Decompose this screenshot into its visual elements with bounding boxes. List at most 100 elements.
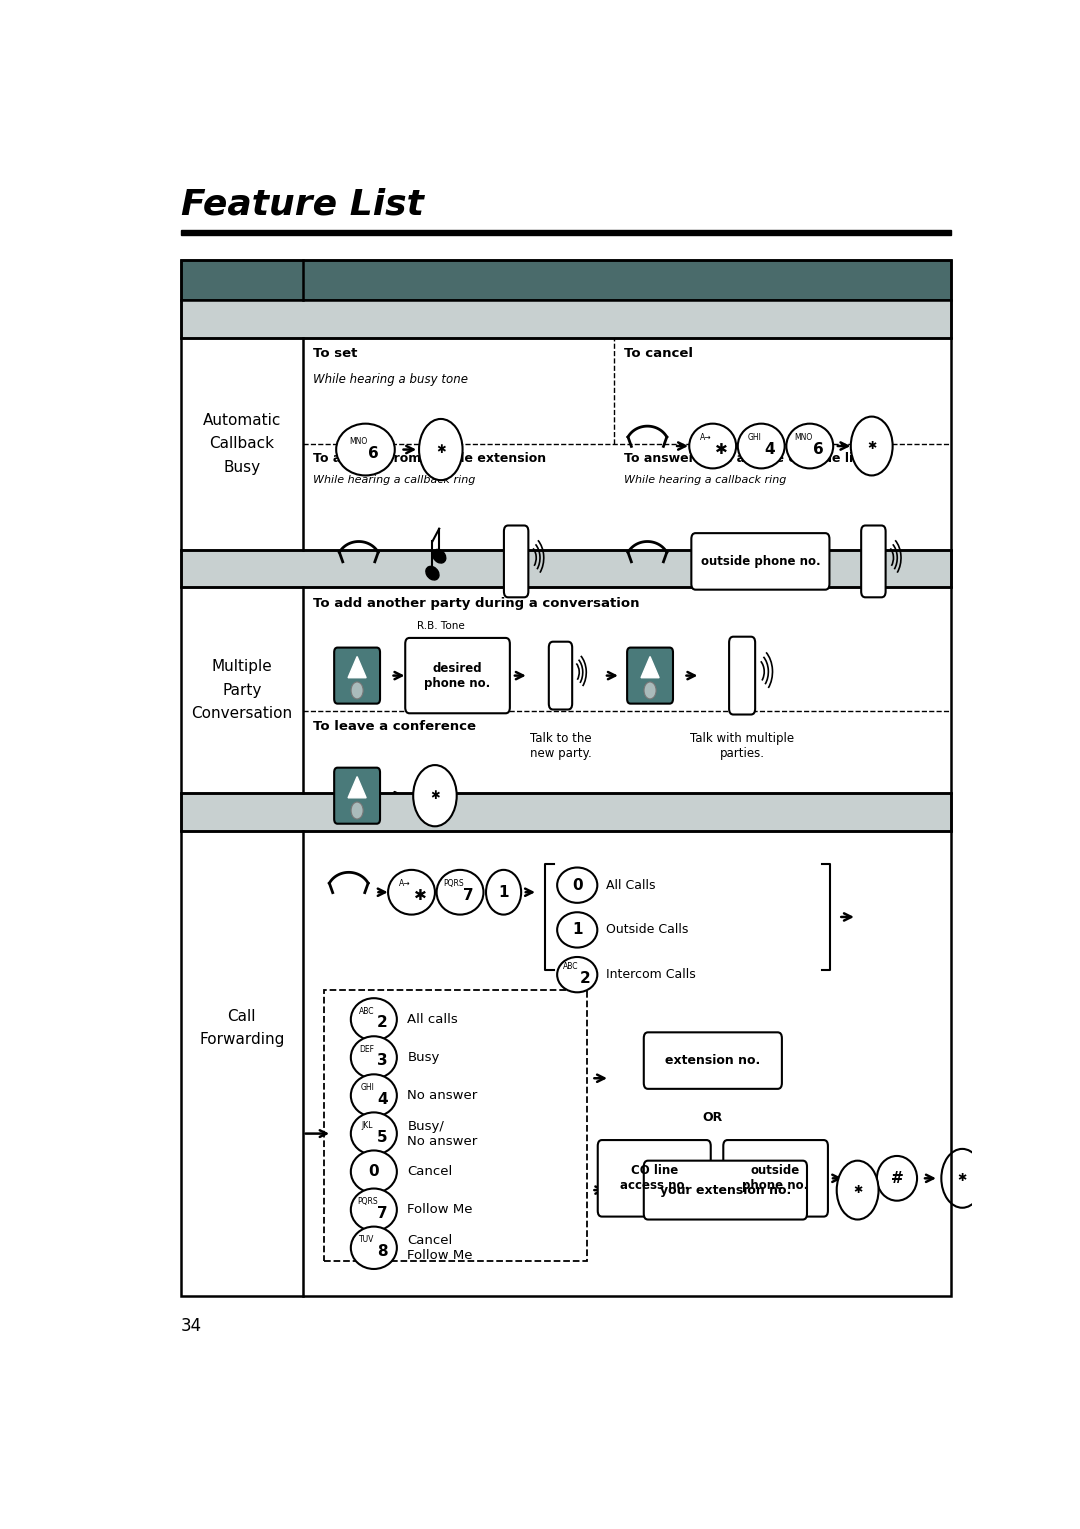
Text: 6: 6 <box>368 445 379 460</box>
FancyBboxPatch shape <box>334 648 380 703</box>
Circle shape <box>351 803 363 820</box>
Text: Intercom Calls: Intercom Calls <box>606 968 696 982</box>
Text: 5: 5 <box>377 1130 388 1145</box>
Text: DEF: DEF <box>360 1044 375 1053</box>
Text: ABC: ABC <box>360 1006 375 1015</box>
Text: desired
phone no.: desired phone no. <box>424 662 490 690</box>
Ellipse shape <box>336 424 395 476</box>
Text: MNO: MNO <box>350 437 368 446</box>
Text: 1: 1 <box>498 885 509 899</box>
Text: To cancel: To cancel <box>624 347 693 361</box>
Text: Useful Features: Useful Features <box>486 803 646 821</box>
Text: Multiple
Party
Conversation: Multiple Party Conversation <box>191 659 293 722</box>
Text: 3: 3 <box>377 1053 388 1069</box>
Polygon shape <box>866 534 881 590</box>
Text: To set: To set <box>313 347 357 361</box>
Text: ✱: ✱ <box>715 442 728 457</box>
Text: 2: 2 <box>377 1015 388 1031</box>
FancyBboxPatch shape <box>724 1141 828 1217</box>
Circle shape <box>419 419 462 480</box>
Polygon shape <box>733 645 751 706</box>
Text: extension no.: extension no. <box>665 1053 760 1067</box>
Text: your extension no.: your extension no. <box>660 1183 791 1197</box>
Ellipse shape <box>351 1037 396 1078</box>
Text: ✱: ✱ <box>414 888 427 904</box>
Text: 7: 7 <box>377 1206 388 1220</box>
Ellipse shape <box>351 1150 396 1193</box>
Text: All calls: All calls <box>407 1012 458 1026</box>
FancyBboxPatch shape <box>691 534 829 590</box>
Text: ✱: ✱ <box>958 1173 967 1183</box>
Text: JKL: JKL <box>362 1121 373 1130</box>
Text: R.B. Tone: R.B. Tone <box>417 621 464 631</box>
FancyBboxPatch shape <box>861 526 886 598</box>
Polygon shape <box>642 656 659 677</box>
Ellipse shape <box>738 424 785 468</box>
Circle shape <box>837 1161 878 1220</box>
FancyBboxPatch shape <box>729 636 755 714</box>
Text: During a Conversation: During a Conversation <box>453 560 679 578</box>
Text: #: # <box>891 1171 903 1187</box>
Ellipse shape <box>786 424 833 468</box>
FancyBboxPatch shape <box>644 1161 807 1220</box>
Text: ✱: ✱ <box>867 440 876 451</box>
Ellipse shape <box>351 998 396 1041</box>
Text: To answer from an idle extension: To answer from an idle extension <box>313 453 545 465</box>
Text: While hearing a callback ring: While hearing a callback ring <box>313 476 475 486</box>
Text: To leave a conference: To leave a conference <box>313 720 476 734</box>
Polygon shape <box>509 534 524 590</box>
FancyBboxPatch shape <box>334 768 380 824</box>
Circle shape <box>351 682 363 699</box>
Text: Outside Calls: Outside Calls <box>606 924 688 936</box>
Text: 0: 0 <box>368 1164 379 1179</box>
Ellipse shape <box>351 1075 396 1116</box>
Text: ✱: ✱ <box>430 789 440 803</box>
Text: 4: 4 <box>765 442 775 457</box>
Text: outside phone no.: outside phone no. <box>701 555 820 567</box>
Text: MNO: MNO <box>794 433 812 442</box>
Text: Busy/
No answer: Busy/ No answer <box>407 1119 477 1148</box>
Text: OR: OR <box>703 1110 723 1124</box>
Ellipse shape <box>426 566 438 579</box>
Text: 1: 1 <box>572 922 582 937</box>
FancyBboxPatch shape <box>644 1032 782 1089</box>
Ellipse shape <box>689 424 737 468</box>
Text: 2: 2 <box>580 971 591 986</box>
Text: Call
Forwarding: Call Forwarding <box>199 1009 284 1047</box>
Ellipse shape <box>388 870 435 914</box>
Circle shape <box>942 1148 983 1208</box>
Text: Cancel
Follow Me: Cancel Follow Me <box>407 1234 473 1261</box>
Ellipse shape <box>351 1188 396 1231</box>
Ellipse shape <box>486 870 522 914</box>
FancyBboxPatch shape <box>504 526 528 598</box>
Text: ✱: ✱ <box>853 1185 862 1196</box>
Text: PQRS: PQRS <box>443 879 463 888</box>
Text: 8: 8 <box>377 1243 388 1258</box>
Text: GHI: GHI <box>747 433 761 442</box>
Text: ABC: ABC <box>563 962 578 971</box>
Ellipse shape <box>557 867 597 902</box>
Text: No answer: No answer <box>407 1089 477 1102</box>
Text: Cancel: Cancel <box>407 1165 453 1179</box>
FancyBboxPatch shape <box>597 1141 711 1217</box>
Ellipse shape <box>433 549 446 563</box>
FancyBboxPatch shape <box>405 638 510 713</box>
FancyBboxPatch shape <box>627 648 673 703</box>
Polygon shape <box>553 650 567 702</box>
Text: All Calls: All Calls <box>606 879 656 891</box>
Text: GHI: GHI <box>361 1083 374 1092</box>
Bar <box>181 260 951 1297</box>
Text: Talk with multiple
parties.: Talk with multiple parties. <box>690 732 794 760</box>
Text: 4: 4 <box>377 1092 388 1107</box>
Text: Automatic
Callback
Busy: Automatic Callback Busy <box>203 413 281 474</box>
Text: While hearing a busy tone: While hearing a busy tone <box>313 373 468 385</box>
Text: Feature List: Feature List <box>181 187 424 222</box>
Text: A→: A→ <box>399 879 410 888</box>
Text: A→: A→ <box>700 433 712 442</box>
Ellipse shape <box>436 870 484 914</box>
Text: PQRS: PQRS <box>356 1197 378 1206</box>
Bar <box>181 300 951 338</box>
Text: ✱: ✱ <box>436 443 446 456</box>
Ellipse shape <box>557 913 597 948</box>
Text: While hearing a callback ring: While hearing a callback ring <box>624 476 786 486</box>
